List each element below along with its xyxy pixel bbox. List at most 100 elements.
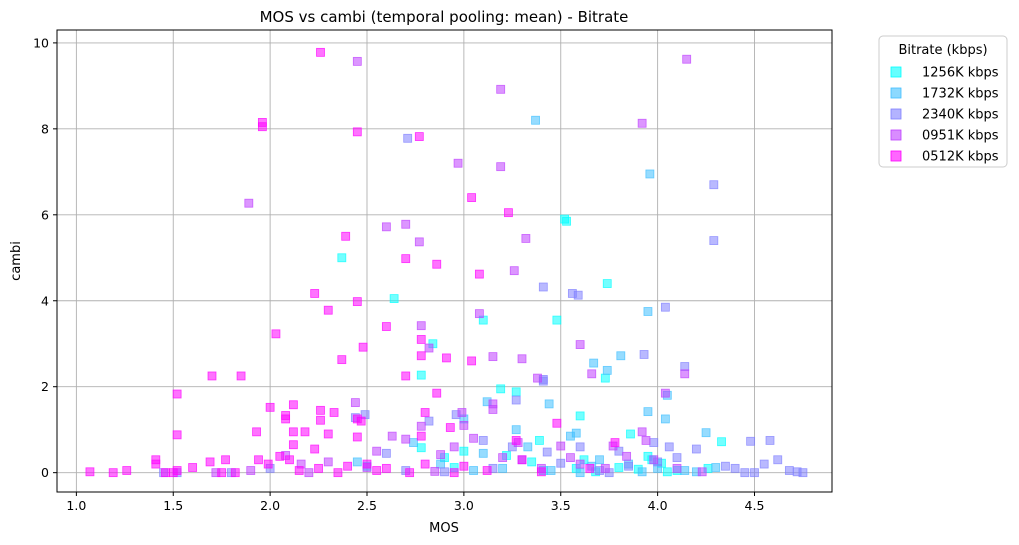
data-point [352, 457, 362, 467]
data-point [637, 118, 647, 128]
data-point [381, 463, 391, 473]
data-point [680, 362, 690, 371]
data-point [496, 384, 506, 394]
data-point [285, 455, 294, 465]
data-point [362, 459, 372, 469]
data-point [626, 429, 635, 439]
y-tick-label: 10 [33, 35, 49, 50]
data-point [784, 466, 794, 475]
data-point [533, 373, 542, 383]
data-point [316, 405, 325, 415]
legend-marker [890, 108, 902, 120]
data-point [372, 446, 382, 456]
data-point [172, 430, 182, 440]
x-tick-label: 3.5 [551, 498, 571, 513]
data-point [442, 353, 451, 363]
legend-label: 1732K kbps [922, 87, 999, 102]
data-point [352, 56, 362, 66]
data-point [511, 395, 521, 405]
data-point [511, 425, 521, 435]
data-point [271, 329, 281, 339]
data-point [252, 427, 261, 437]
data-point [265, 402, 275, 412]
data-point [401, 219, 411, 229]
data-point [257, 122, 267, 132]
data-point [511, 436, 521, 445]
data-point [575, 411, 585, 421]
data-point [759, 459, 769, 469]
data-point [350, 398, 360, 408]
data-point [600, 373, 610, 383]
data-point [474, 309, 484, 319]
data-point [765, 436, 775, 445]
data-point [672, 453, 682, 463]
grid [57, 30, 832, 492]
data-point [381, 222, 391, 232]
legend-label: 0951K kbps [922, 129, 999, 144]
data-point [662, 467, 672, 477]
data-point [660, 388, 670, 398]
data-point [420, 459, 430, 469]
data-point [521, 234, 531, 243]
data-point [416, 321, 426, 331]
data-point [333, 468, 343, 478]
data-point [575, 340, 585, 349]
data-point [288, 427, 298, 437]
data-point [573, 290, 583, 300]
data-point [459, 446, 469, 456]
data-point [389, 294, 399, 304]
data-point [711, 463, 721, 472]
data-point [300, 427, 310, 437]
data-point [556, 441, 566, 451]
y-tick-label: 4 [41, 293, 49, 308]
data-point [453, 158, 463, 168]
y-tick-label: 6 [41, 207, 49, 222]
data-point [717, 437, 726, 447]
data-point [440, 467, 449, 477]
data-point [469, 433, 478, 443]
legend-marker [890, 66, 902, 78]
data-point [221, 455, 230, 465]
y-tick-label: 0 [41, 465, 49, 480]
data-point [478, 448, 488, 458]
data-point [622, 451, 632, 461]
data-point [401, 371, 411, 381]
data-point [401, 434, 411, 444]
data-point [709, 236, 719, 245]
x-axis-label: MOS [429, 521, 459, 536]
data-point [509, 266, 519, 276]
data-point [595, 455, 604, 465]
data-point [531, 115, 540, 125]
data-point [660, 414, 670, 424]
data-point [680, 369, 690, 379]
data-point [536, 467, 546, 477]
legend-marker [890, 129, 902, 141]
legend-label: 0512K kbps [922, 150, 999, 165]
data-point [424, 416, 434, 426]
data-point [323, 457, 333, 467]
data-point [122, 466, 132, 475]
data-point [637, 467, 647, 477]
data-point [108, 468, 118, 478]
data-point [304, 468, 314, 478]
legend-title: Bitrate (kbps) [898, 43, 987, 58]
data-point [527, 457, 537, 467]
data-point [643, 407, 653, 417]
data-point [416, 335, 426, 344]
data-point [740, 468, 750, 478]
axis-ticks: 1.0 1.5 2.0 2.5 3.0 3.5 4.0 4.5 0 2 4 6 8 10 [33, 35, 764, 513]
data-point [288, 400, 298, 410]
data-point [614, 446, 624, 456]
data-point [523, 442, 533, 452]
data-point [414, 132, 424, 141]
data-point [316, 415, 325, 425]
data-point [337, 355, 347, 365]
data-point [236, 371, 246, 381]
data-point [517, 354, 527, 364]
data-point [430, 466, 440, 476]
data-point [432, 259, 442, 269]
data-point [562, 216, 571, 226]
data-point [478, 436, 488, 445]
data-point [85, 467, 95, 477]
